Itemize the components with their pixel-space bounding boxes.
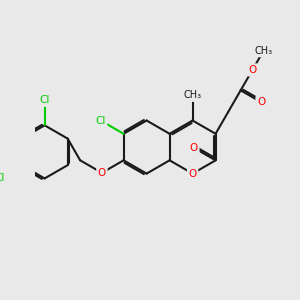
Text: O: O (248, 65, 256, 75)
Text: CH₃: CH₃ (184, 90, 202, 100)
Text: Cl: Cl (0, 173, 5, 183)
Text: CH₃: CH₃ (254, 46, 273, 56)
Text: O: O (98, 168, 106, 178)
Text: Cl: Cl (40, 95, 50, 105)
Text: Cl: Cl (95, 116, 106, 125)
Text: O: O (257, 97, 265, 107)
Text: O: O (188, 169, 197, 178)
Text: O: O (190, 143, 198, 153)
